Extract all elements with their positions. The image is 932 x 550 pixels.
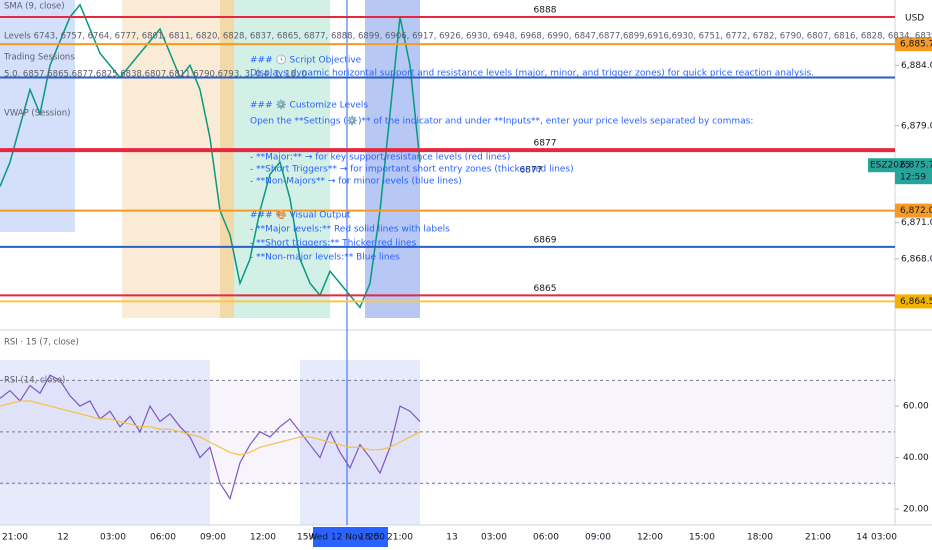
time-label: 13 xyxy=(446,533,457,543)
script-note: ### 🕓 Script Objective xyxy=(250,54,362,66)
symbol-badge xyxy=(868,158,895,173)
indicator-legend: Levels 6743, 6757, 6764, 6777, 6801, 681… xyxy=(4,32,932,42)
time-label: 03:00 xyxy=(481,533,507,543)
time-label: 12:00 xyxy=(250,533,276,543)
currency: USD xyxy=(905,14,924,24)
price-badge xyxy=(895,294,932,309)
time-label: 12 xyxy=(57,533,68,543)
price-badge-label: 6,875.75 xyxy=(900,161,932,171)
rsi-band-fill xyxy=(0,380,895,485)
price-badge xyxy=(895,158,932,185)
script-note: Displays dynamic horizontal support and … xyxy=(250,69,814,79)
time-label: 09:00 xyxy=(200,533,226,543)
rsi-line xyxy=(0,400,421,456)
time-label: 18:00 xyxy=(359,533,385,543)
session-bg xyxy=(365,0,420,318)
session-bg xyxy=(220,0,234,318)
price-tick-label: 6,879.00 xyxy=(901,121,932,131)
time-label: 21:00 xyxy=(387,533,413,543)
script-note: - **Short triggers:** Thicker red lines xyxy=(250,239,417,249)
indicator-legend: 5,0, 6857,6865,6877,6825,6838,6807,6811,… xyxy=(4,70,307,80)
session-backgrounds xyxy=(0,0,895,525)
script-note: - **Major levels:** Red solid lines with… xyxy=(250,225,450,235)
time-label: 21:00 xyxy=(2,533,28,543)
price-badge xyxy=(895,203,932,218)
price-badge-label: 6,872.00 xyxy=(900,206,932,216)
time-label: 15:00 xyxy=(689,533,715,543)
time-label: 06:00 xyxy=(150,533,176,543)
session-bg xyxy=(234,0,330,318)
crosshair-time-bg xyxy=(313,527,388,547)
rsi-tick-label: 60.00 xyxy=(903,402,929,412)
session-bg xyxy=(0,0,75,232)
price-tick-label: 6,868.00 xyxy=(901,255,932,265)
time-label: 15:00 xyxy=(297,533,323,543)
indicator-legend: VWAP (Session) xyxy=(4,109,70,119)
rsi-tick-label: 40.00 xyxy=(903,453,929,463)
countdown: 12:59 xyxy=(900,173,926,183)
rsi-line xyxy=(0,374,421,501)
indicator-legend: SMA (9, close) xyxy=(4,2,65,12)
level-label: 6877 xyxy=(520,166,543,176)
time-label: 21:00 xyxy=(805,533,831,543)
time-label: 09:00 xyxy=(585,533,611,543)
level-label: 6888 xyxy=(534,5,557,15)
time-label: 12:00 xyxy=(637,533,663,543)
price-tick-label: 6,884.00 xyxy=(901,61,932,71)
script-note: - **Major:** → for key support/resistanc… xyxy=(250,153,510,163)
script-note: Open the **Settings (⚙️)** of the indica… xyxy=(250,115,753,127)
rsi-tick-label: 20.00 xyxy=(903,505,929,515)
session-bg xyxy=(0,360,210,525)
level-label: 6869 xyxy=(534,235,557,245)
indicator-legend: Trading Sessions xyxy=(3,53,75,63)
price-badge-label: 6,885.75 xyxy=(900,40,932,50)
price-badge-label: 6,864.50 xyxy=(900,297,932,307)
script-note: ### ⚙️ Customize Levels xyxy=(250,99,368,111)
time-label: Wed 12 Nov '25 xyxy=(308,533,379,543)
level-label: 6865 xyxy=(534,284,557,294)
time-label: 03:00 xyxy=(100,533,126,543)
script-note: - **Short Triggers** → for important sho… xyxy=(250,165,574,175)
price-tick-label: 6,871.00 xyxy=(901,218,932,228)
time-label: 18:00 xyxy=(747,533,773,543)
time-label: 06:00 xyxy=(533,533,559,543)
time-label: 14 xyxy=(856,533,868,543)
script-note: - **Non-major levels:** Blue lines xyxy=(250,253,400,263)
level-label: 6877 xyxy=(534,139,557,149)
time-label: 03:00 xyxy=(871,533,897,543)
script-note: - **Non-Majors** → for minor levels (blu… xyxy=(250,177,462,187)
script-note: ### 🎨 Visual Output xyxy=(250,209,351,221)
rsi-label: RSI (14, close) xyxy=(4,376,65,386)
symbol-label: ESZ2025 xyxy=(870,161,910,171)
rsi-pane-title: RSI · 15 (7, close) xyxy=(4,338,79,348)
price-badge xyxy=(895,37,932,52)
session-bg xyxy=(122,0,220,318)
